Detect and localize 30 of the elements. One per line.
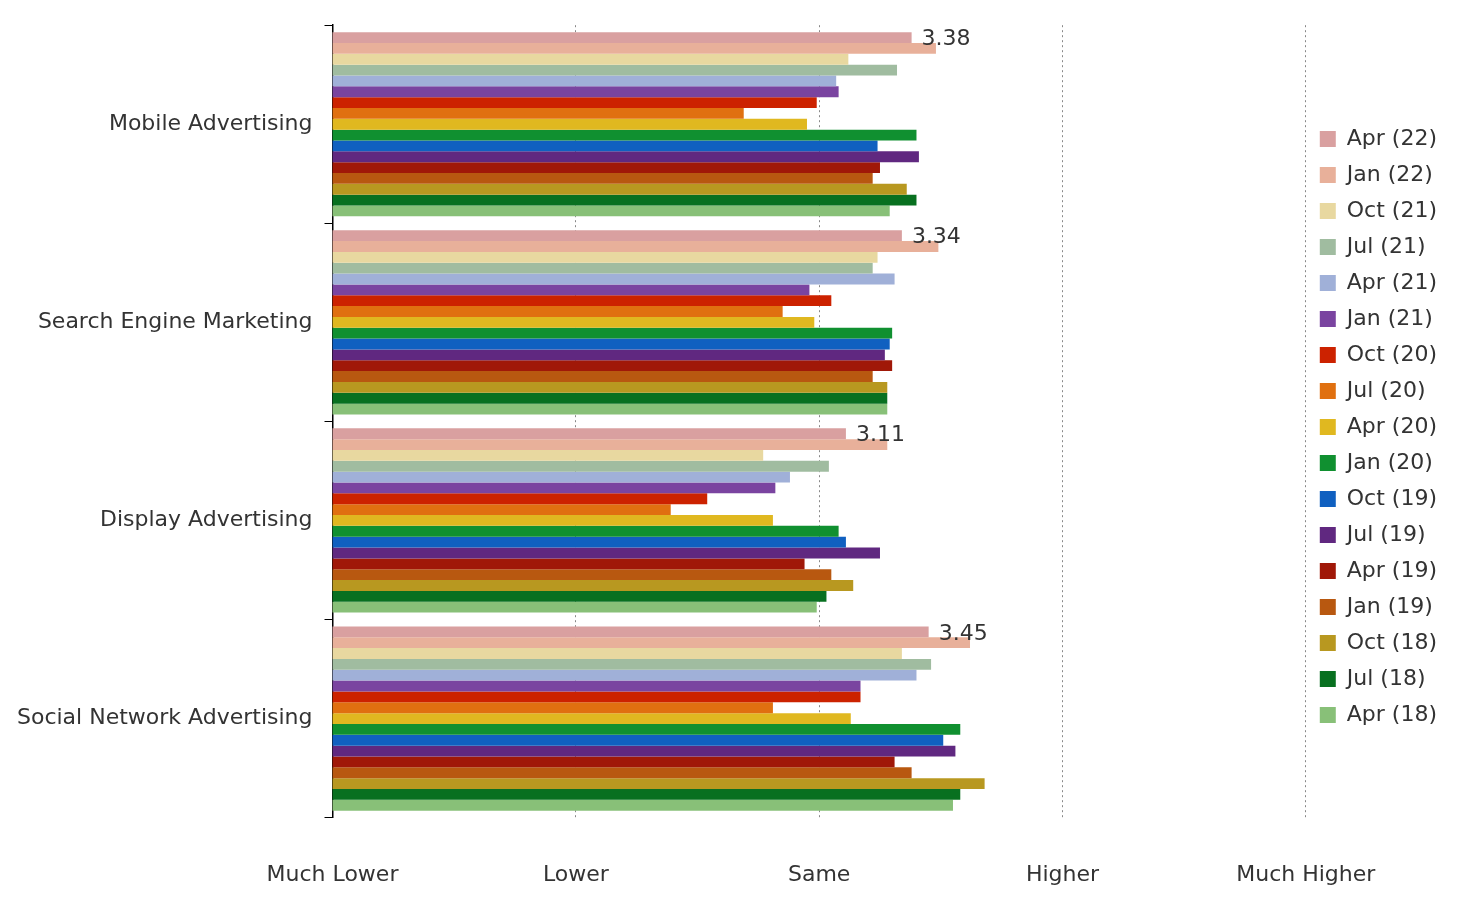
- data-label: 3.45: [938, 619, 988, 645]
- legend-label: Jul (21): [1344, 232, 1426, 258]
- text: Lower: [542, 861, 610, 887]
- data-label: 3.38: [921, 25, 971, 51]
- legend-label: Jan (19): [1344, 592, 1433, 618]
- y-tick-label: Display Advertising: [99, 506, 313, 532]
- text: Same: [787, 861, 851, 887]
- legend-label: Oct (19): [1346, 484, 1437, 510]
- legend-label: Apr (18): [1346, 700, 1438, 726]
- legend-label: Jul (20): [1344, 376, 1426, 402]
- legend-label: Oct (20): [1346, 340, 1437, 366]
- legend-label: Jul (18): [1344, 664, 1426, 690]
- text: Much Higher: [1236, 861, 1377, 887]
- legend-label: Apr (19): [1346, 556, 1438, 582]
- legend-label: Oct (21): [1346, 196, 1437, 222]
- y-tick-label: Mobile Advertising: [108, 109, 313, 135]
- text: Higher: [1025, 861, 1100, 887]
- legend-label: Jan (21): [1344, 304, 1433, 330]
- legend-label: Apr (20): [1346, 412, 1438, 438]
- legend-label: Jan (20): [1344, 448, 1433, 474]
- text: Much Lower: [266, 861, 400, 887]
- legend-label: Jan (22): [1344, 160, 1433, 186]
- y-tick-label: Social Network Advertising: [16, 704, 313, 730]
- y-tick-label: Search Engine Marketing: [37, 308, 313, 334]
- legend-label: Jul (19): [1344, 520, 1426, 546]
- data-label: 3.34: [911, 223, 961, 249]
- legend-label: Apr (21): [1346, 268, 1438, 294]
- data-label: 3.11: [855, 421, 905, 447]
- legend-label: Apr (22): [1346, 124, 1438, 150]
- legend-label: Oct (18): [1346, 628, 1437, 654]
